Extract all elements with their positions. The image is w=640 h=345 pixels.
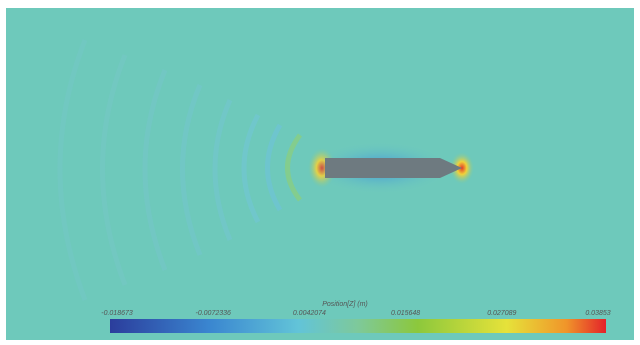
colorbar-title: Position[Z] (m) (322, 301, 368, 308)
colorbar-label: -0.018673 (101, 310, 133, 317)
colorbar-label: 0.03853 (585, 310, 610, 317)
ship-hull (325, 158, 462, 178)
simulation-view: Position[Z] (m) -0.018673 -0.0072336 0.004… (0, 0, 640, 345)
colorbar-label: 0.015648 (391, 310, 420, 317)
colorbar (110, 319, 606, 333)
colorbar-label: -0.0072336 (195, 310, 231, 317)
colorbar-label: 0.0042074 (293, 310, 326, 317)
colorbar-label: 0.027089 (487, 310, 516, 317)
